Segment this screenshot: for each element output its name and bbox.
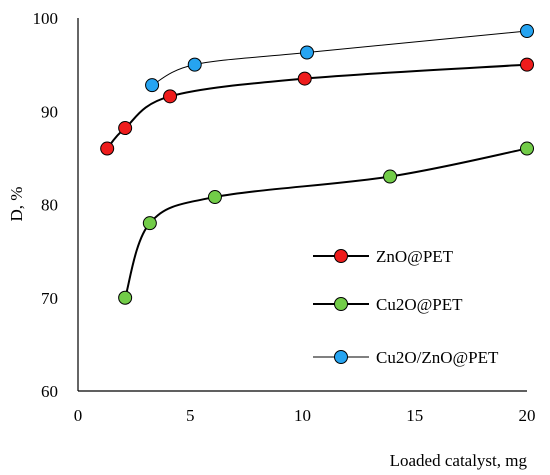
data-point: [145, 78, 160, 93]
y-tick-label: 90: [41, 102, 58, 121]
data-point: [118, 290, 133, 305]
x-axis-label: Loaded catalyst, mg: [390, 451, 528, 470]
x-tick-label: 0: [74, 406, 83, 425]
x-tick-labels: 0 5 10 15 20: [74, 406, 536, 425]
data-point: [100, 141, 115, 156]
x-tick-label: 10: [294, 406, 311, 425]
data-point: [299, 45, 314, 60]
data-point: [297, 71, 312, 86]
data-point: [187, 57, 202, 72]
legend-marker: [334, 249, 348, 263]
y-tick-labels: 60 70 80 90 100: [33, 9, 59, 401]
x-tick-label: 20: [519, 406, 536, 425]
data-point: [163, 89, 178, 104]
legend-label: Cu2O@PET: [376, 295, 463, 314]
x-tick-label: 5: [186, 406, 195, 425]
y-tick-label: 70: [41, 289, 58, 308]
data-point: [118, 121, 133, 136]
legend-marker: [334, 350, 348, 364]
legend-marker: [334, 297, 348, 311]
plot-area: [100, 24, 534, 305]
data-point: [520, 141, 534, 156]
legend-label: ZnO@PET: [376, 247, 454, 266]
legend: ZnO@PET Cu2O@PET Cu2O/ZnO@PET: [313, 247, 499, 367]
data-point: [383, 169, 398, 184]
x-tick-label: 15: [406, 406, 423, 425]
legend-label: Cu2O/ZnO@PET: [376, 348, 499, 367]
data-point: [520, 57, 534, 72]
y-tick-label: 100: [33, 9, 59, 28]
data-point: [142, 216, 157, 231]
data-point: [520, 24, 534, 39]
series-line: [124, 147, 528, 299]
y-tick-label: 80: [41, 196, 58, 215]
data-point: [207, 190, 222, 205]
series-line: [106, 63, 528, 150]
y-axis-label: D, %: [7, 187, 26, 222]
y-tick-label: 60: [41, 382, 58, 401]
series-line: [151, 30, 528, 86]
